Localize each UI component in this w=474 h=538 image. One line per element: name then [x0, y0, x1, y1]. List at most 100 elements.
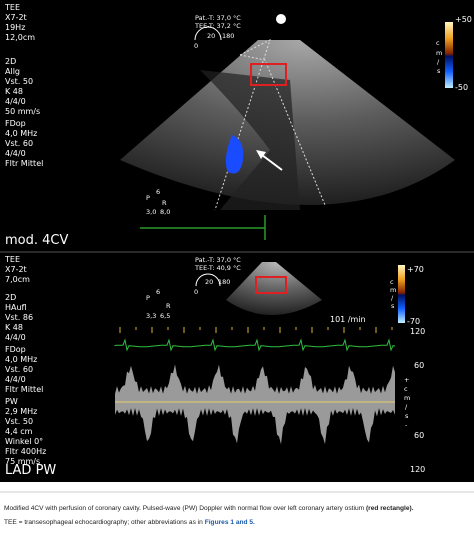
orientation: 6: [156, 188, 160, 196]
arrow-head: [256, 150, 266, 159]
probe-info: TEE: [4, 255, 20, 264]
probe-info: TEE: [4, 3, 20, 12]
velocity-unit: /: [405, 403, 408, 411]
temperature: TEE-T: 40,9 °C: [194, 264, 241, 272]
orientation: 3,0: [146, 208, 156, 216]
scale-unit: s: [391, 302, 395, 310]
velocity-tick: 120: [410, 465, 425, 474]
color-flow: [225, 135, 244, 174]
setting: 2D: [5, 293, 16, 302]
setting: Winkel 0°: [5, 437, 43, 446]
scale-unit: /: [437, 58, 440, 66]
setting: 4/4/0: [5, 375, 26, 384]
setting: Vst. 60: [5, 365, 33, 374]
dial-label: 0: [194, 42, 198, 50]
dial-label: 20: [205, 278, 213, 286]
panel-label: mod. 4CV: [5, 233, 68, 248]
timing-ticks: [119, 327, 393, 333]
probe-info: 12,0cm: [5, 33, 35, 42]
scale-unit: m: [436, 49, 442, 57]
caption-link[interactable]: Figures 1 and 5.: [205, 519, 255, 526]
setting: Fltr Mittel: [5, 385, 43, 394]
caption-emphasis: (red rectangle).: [366, 505, 414, 512]
setting: Vst. 50: [5, 417, 33, 426]
setting: Fltr 400Hz: [5, 447, 46, 456]
setting: 4,4 cm: [5, 427, 33, 436]
probe-icon: [276, 14, 286, 24]
setting: Vst. 60: [5, 139, 33, 148]
setting: 4/4/0: [5, 149, 26, 158]
probe-info: 19Hz: [5, 23, 25, 32]
caption-text: TEE = transesophageal echocardiography; …: [4, 519, 205, 526]
scale-unit: c: [390, 278, 394, 286]
setting: K 48: [5, 323, 23, 332]
scale-min: -50: [455, 83, 468, 92]
scale-unit: m: [390, 286, 396, 294]
setting: 4,0 MHz: [5, 129, 37, 138]
setting: PW: [5, 397, 18, 406]
red-rectangle: [255, 276, 287, 294]
orientation: 6,5: [160, 312, 170, 320]
setting: Vst. 50: [5, 77, 33, 86]
temperature: TEE-T: 37,2 °C: [194, 22, 241, 30]
velocity-unit: +: [404, 376, 409, 384]
dial: [195, 273, 221, 287]
probe-info: X7-2t: [5, 13, 27, 22]
setting: 4/4/0: [5, 333, 26, 342]
velocity-tick: 60: [414, 361, 424, 370]
scale-max: +50: [455, 15, 472, 24]
color-bar: [445, 22, 453, 88]
setting: HAufl: [5, 303, 27, 312]
setting: FDop: [5, 345, 26, 354]
velocity-unit: s: [405, 412, 409, 420]
velocity-unit: c: [404, 385, 408, 393]
probe-info: X7-2t: [5, 265, 27, 274]
setting: Fltr Mittel: [5, 159, 43, 168]
probe-info: 7,0cm: [5, 275, 30, 284]
setting: 4/4/0: [5, 97, 26, 106]
orientation: 8,0: [160, 208, 170, 216]
ecg-trace: [114, 338, 396, 352]
scale-max: +70: [407, 265, 424, 274]
temperature: Pat.-T: 37,0 °C: [195, 14, 241, 22]
velocity-tick: 60: [414, 431, 424, 440]
setting: K 48: [5, 87, 23, 96]
cavity: [200, 70, 300, 210]
velocity-unit: m: [404, 394, 410, 402]
scale-unit: c: [436, 39, 440, 47]
orientation: 6: [156, 288, 160, 296]
caption: TEE = transesophageal echocardiography; …: [4, 519, 255, 526]
orientation: R: [166, 302, 171, 310]
velocity-unit: -: [405, 421, 408, 429]
red-rectangle: [250, 63, 287, 86]
setting: Vst. 86: [5, 313, 33, 322]
caption: Modified 4CV with perfusion of coronary …: [4, 505, 414, 512]
orientation: P: [146, 194, 150, 202]
heart-rate: 101 /min: [330, 315, 366, 324]
dial-label: 0: [194, 288, 198, 296]
setting: 50 mm/s: [5, 107, 40, 116]
doppler-spectrum: [115, 364, 395, 445]
setting: 4,0 MHz: [5, 355, 37, 364]
scale-unit: /: [391, 294, 394, 302]
caption-text: Modified 4CV with perfusion of coronary …: [4, 505, 366, 512]
setting: 75 mm/s: [5, 457, 40, 466]
ecg-scale: 120: [410, 327, 425, 336]
dial-label: 20: [207, 32, 215, 40]
panel-label: LAD PW: [5, 463, 56, 478]
setting: 2,9 MHz: [5, 407, 37, 416]
scale-min: -70: [407, 317, 420, 326]
dial-label: 180: [218, 278, 230, 286]
ecg-marker: [140, 215, 266, 240]
scale-unit: s: [437, 67, 441, 75]
orientation: R: [162, 199, 167, 207]
setting: Allg: [5, 67, 20, 76]
orientation: 3,3: [146, 312, 156, 320]
orientation: P: [146, 294, 150, 302]
setting: FDop: [5, 119, 26, 128]
temperature: Pat.-T: 37,0 °C: [195, 256, 241, 264]
dial-label: 180: [222, 32, 234, 40]
color-bar: [398, 265, 405, 323]
dial: [194, 26, 222, 41]
